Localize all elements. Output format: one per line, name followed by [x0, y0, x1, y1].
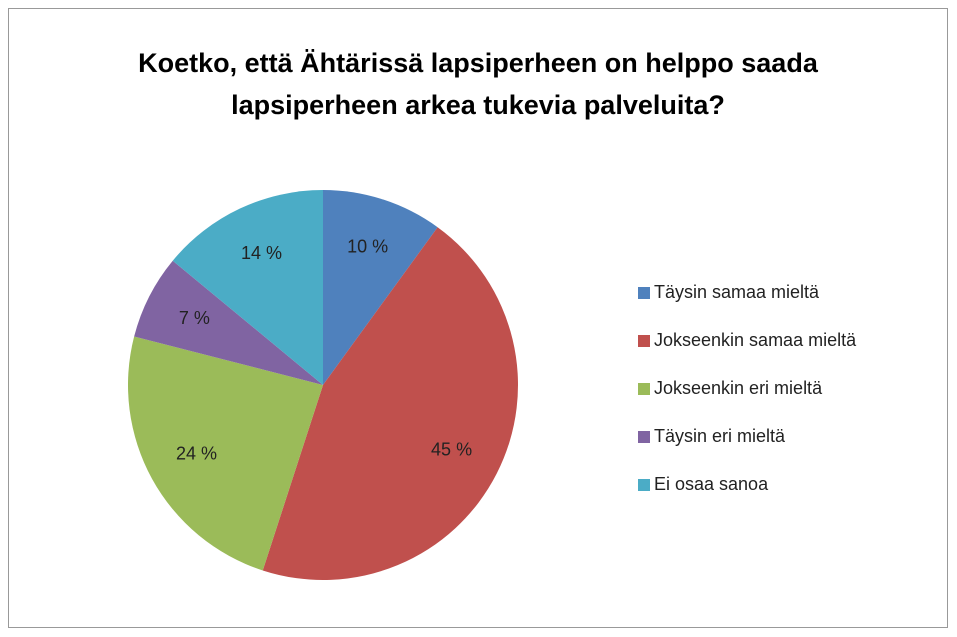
data-label: 24 %: [176, 443, 217, 463]
data-label: 14 %: [241, 243, 282, 263]
legend-label: Täysin samaa mieltä: [654, 282, 820, 302]
legend-label: Jokseenkin eri mieltä: [654, 378, 823, 398]
legend-label: Täysin eri mieltä: [654, 426, 786, 446]
pie-slice: [128, 336, 323, 571]
legend-swatch: [638, 431, 650, 443]
legend-swatch: [638, 287, 650, 299]
chart-title: Koetko, että Ähtärissä lapsiperheen on h…: [138, 48, 818, 120]
legend-swatch: [638, 479, 650, 491]
pie-slice: [134, 260, 323, 385]
data-label: 7 %: [179, 308, 210, 328]
data-label: 10 %: [347, 237, 388, 257]
legend-label: Jokseenkin samaa mieltä: [654, 330, 857, 350]
data-label: 45 %: [431, 439, 472, 459]
pie-slice: [323, 190, 438, 385]
legend-swatch: [638, 335, 650, 347]
pie-slice: [172, 190, 323, 385]
legend-swatch: [638, 383, 650, 395]
pie-slice: [262, 227, 519, 580]
legend-label: Ei osaa sanoa: [654, 474, 769, 494]
